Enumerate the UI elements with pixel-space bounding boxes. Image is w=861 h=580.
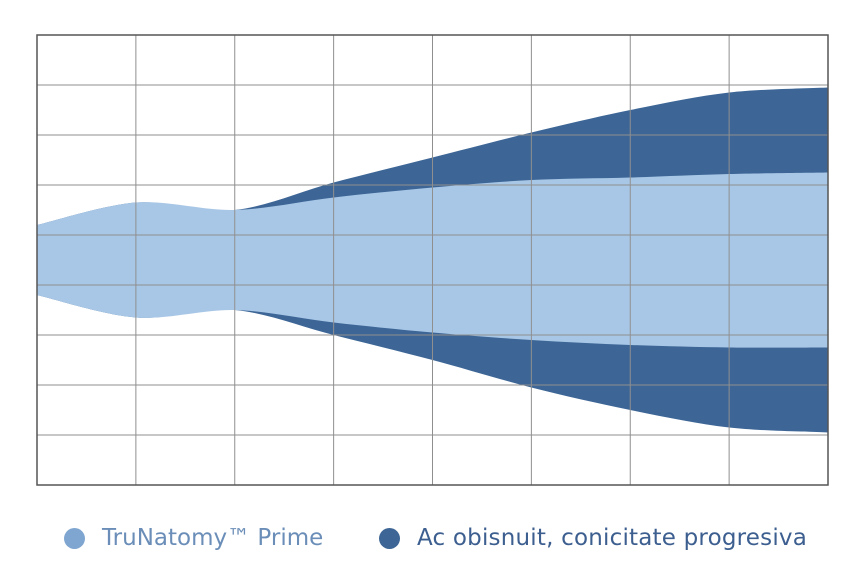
legend-swatch-icon (379, 527, 400, 549)
legend-item-trunatomy-prime: TruNatomy™ Prime (64, 518, 323, 558)
legend-swatch-icon (64, 527, 85, 549)
legend-label: TruNatomy™ Prime (102, 525, 324, 551)
chart (36, 34, 829, 486)
plot-frame (36, 34, 829, 486)
legend-label: Ac obisnuit, conicitate progresiva (417, 525, 808, 551)
legend-item-ac-obisnuit: Ac obisnuit, conicitate progresiva (379, 518, 807, 558)
legend: TruNatomy™ Prime Ac obisnuit, conicitate… (0, 518, 861, 558)
